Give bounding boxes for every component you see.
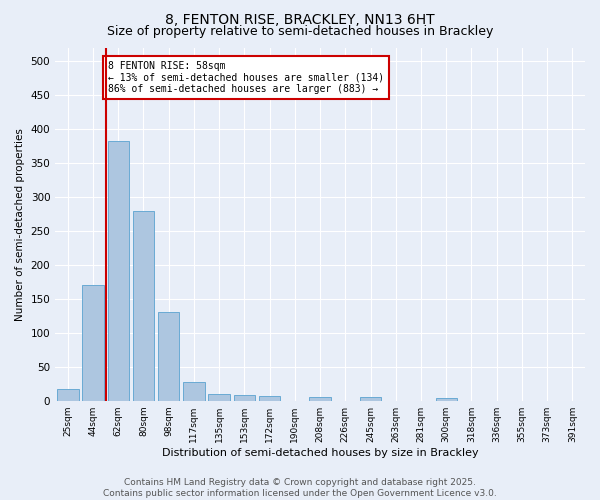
Bar (208, 394, 230, 400)
Bar (107, 141, 129, 401)
Text: Size of property relative to semi-detached houses in Brackley: Size of property relative to semi-detach… (107, 25, 493, 38)
Bar (57, 389, 79, 400)
Bar (436, 398, 457, 400)
Text: 8, FENTON RISE, BRACKLEY, NN13 6HT: 8, FENTON RISE, BRACKLEY, NN13 6HT (165, 12, 435, 26)
Y-axis label: Number of semi-detached properties: Number of semi-detached properties (15, 128, 25, 320)
Bar (259, 396, 280, 400)
Bar (233, 394, 255, 400)
Bar (310, 396, 331, 400)
X-axis label: Distribution of semi-detached houses by size in Brackley: Distribution of semi-detached houses by … (162, 448, 478, 458)
Text: 8 FENTON RISE: 58sqm
← 13% of semi-detached houses are smaller (134)
86% of semi: 8 FENTON RISE: 58sqm ← 13% of semi-detac… (108, 61, 384, 94)
Bar (158, 312, 179, 400)
Bar (82, 285, 104, 401)
Bar (133, 210, 154, 400)
Text: Contains HM Land Registry data © Crown copyright and database right 2025.
Contai: Contains HM Land Registry data © Crown c… (103, 478, 497, 498)
Bar (183, 382, 205, 400)
Bar (360, 396, 381, 400)
